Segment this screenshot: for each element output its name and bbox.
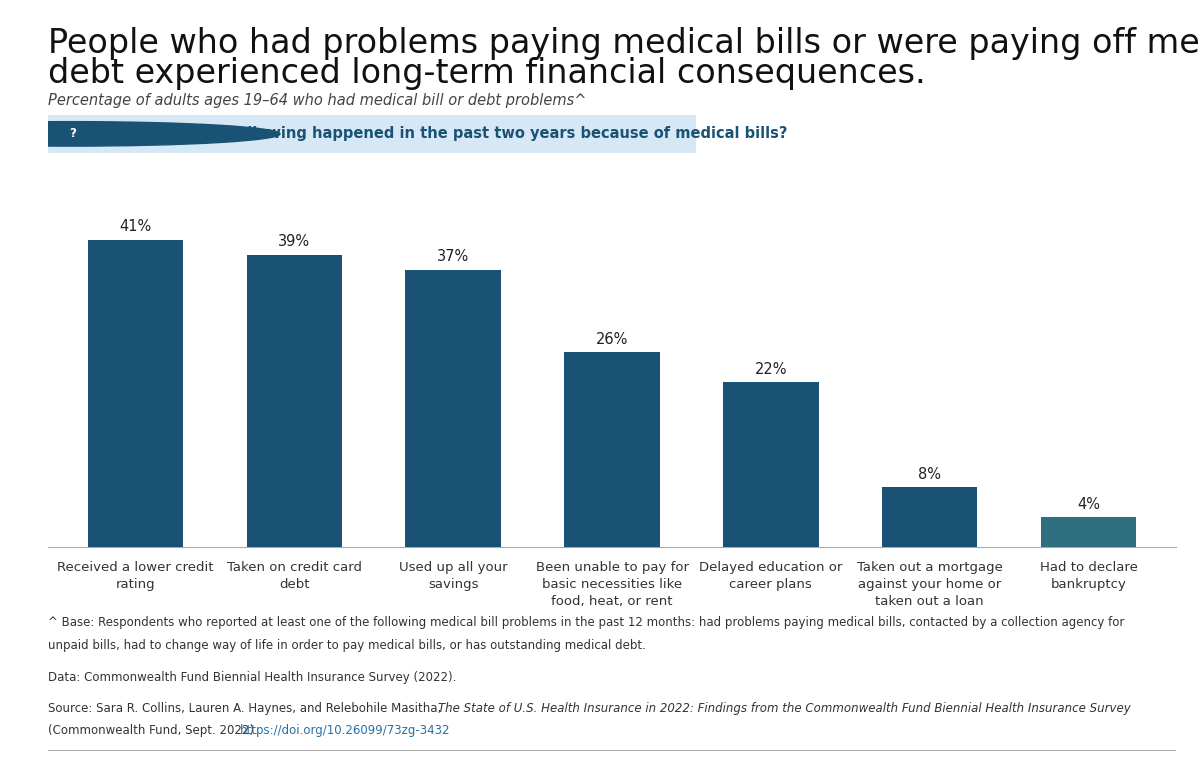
Bar bbox=[724, 382, 818, 547]
Text: (Commonwealth Fund, Sept. 2022).: (Commonwealth Fund, Sept. 2022). bbox=[48, 724, 262, 737]
Text: People who had problems paying medical bills or were paying off medical: People who had problems paying medical b… bbox=[48, 27, 1200, 60]
Bar bbox=[564, 352, 660, 547]
Text: The State of U.S. Health Insurance in 2022: Findings from the Commonwealth Fund : The State of U.S. Health Insurance in 20… bbox=[438, 702, 1130, 715]
Bar bbox=[1040, 517, 1136, 547]
Text: 8%: 8% bbox=[918, 467, 941, 482]
Text: unpaid bills, had to change way of life in order to pay medical bills, or has ou: unpaid bills, had to change way of life … bbox=[48, 639, 646, 652]
Text: ^ Base: Respondents who reported at least one of the following medical bill prob: ^ Base: Respondents who reported at leas… bbox=[48, 616, 1124, 629]
Text: Have any of the following happened in the past two years because of medical bill: Have any of the following happened in th… bbox=[95, 126, 787, 142]
Text: 4%: 4% bbox=[1078, 496, 1100, 512]
Text: https://doi.org/10.26099/73zg-3432: https://doi.org/10.26099/73zg-3432 bbox=[240, 724, 450, 737]
Bar bbox=[88, 239, 184, 547]
Bar bbox=[246, 255, 342, 547]
Text: Data: Commonwealth Fund Biennial Health Insurance Survey (2022).: Data: Commonwealth Fund Biennial Health … bbox=[48, 671, 456, 684]
Text: Percentage of adults ages 19–64 who had medical bill or debt problems^: Percentage of adults ages 19–64 who had … bbox=[48, 93, 587, 109]
Text: debt experienced long-term financial consequences.: debt experienced long-term financial con… bbox=[48, 57, 925, 90]
Circle shape bbox=[0, 122, 280, 146]
Bar bbox=[406, 269, 500, 547]
Text: 37%: 37% bbox=[437, 249, 469, 265]
Text: 39%: 39% bbox=[278, 234, 311, 249]
Text: 22%: 22% bbox=[755, 362, 787, 377]
Text: 26%: 26% bbox=[596, 332, 628, 347]
Text: 41%: 41% bbox=[119, 220, 151, 234]
Text: ?: ? bbox=[70, 128, 76, 140]
Text: Source: Sara R. Collins, Lauren A. Haynes, and Relebohile Masitha,: Source: Sara R. Collins, Lauren A. Hayne… bbox=[48, 702, 445, 715]
Bar bbox=[882, 487, 978, 547]
